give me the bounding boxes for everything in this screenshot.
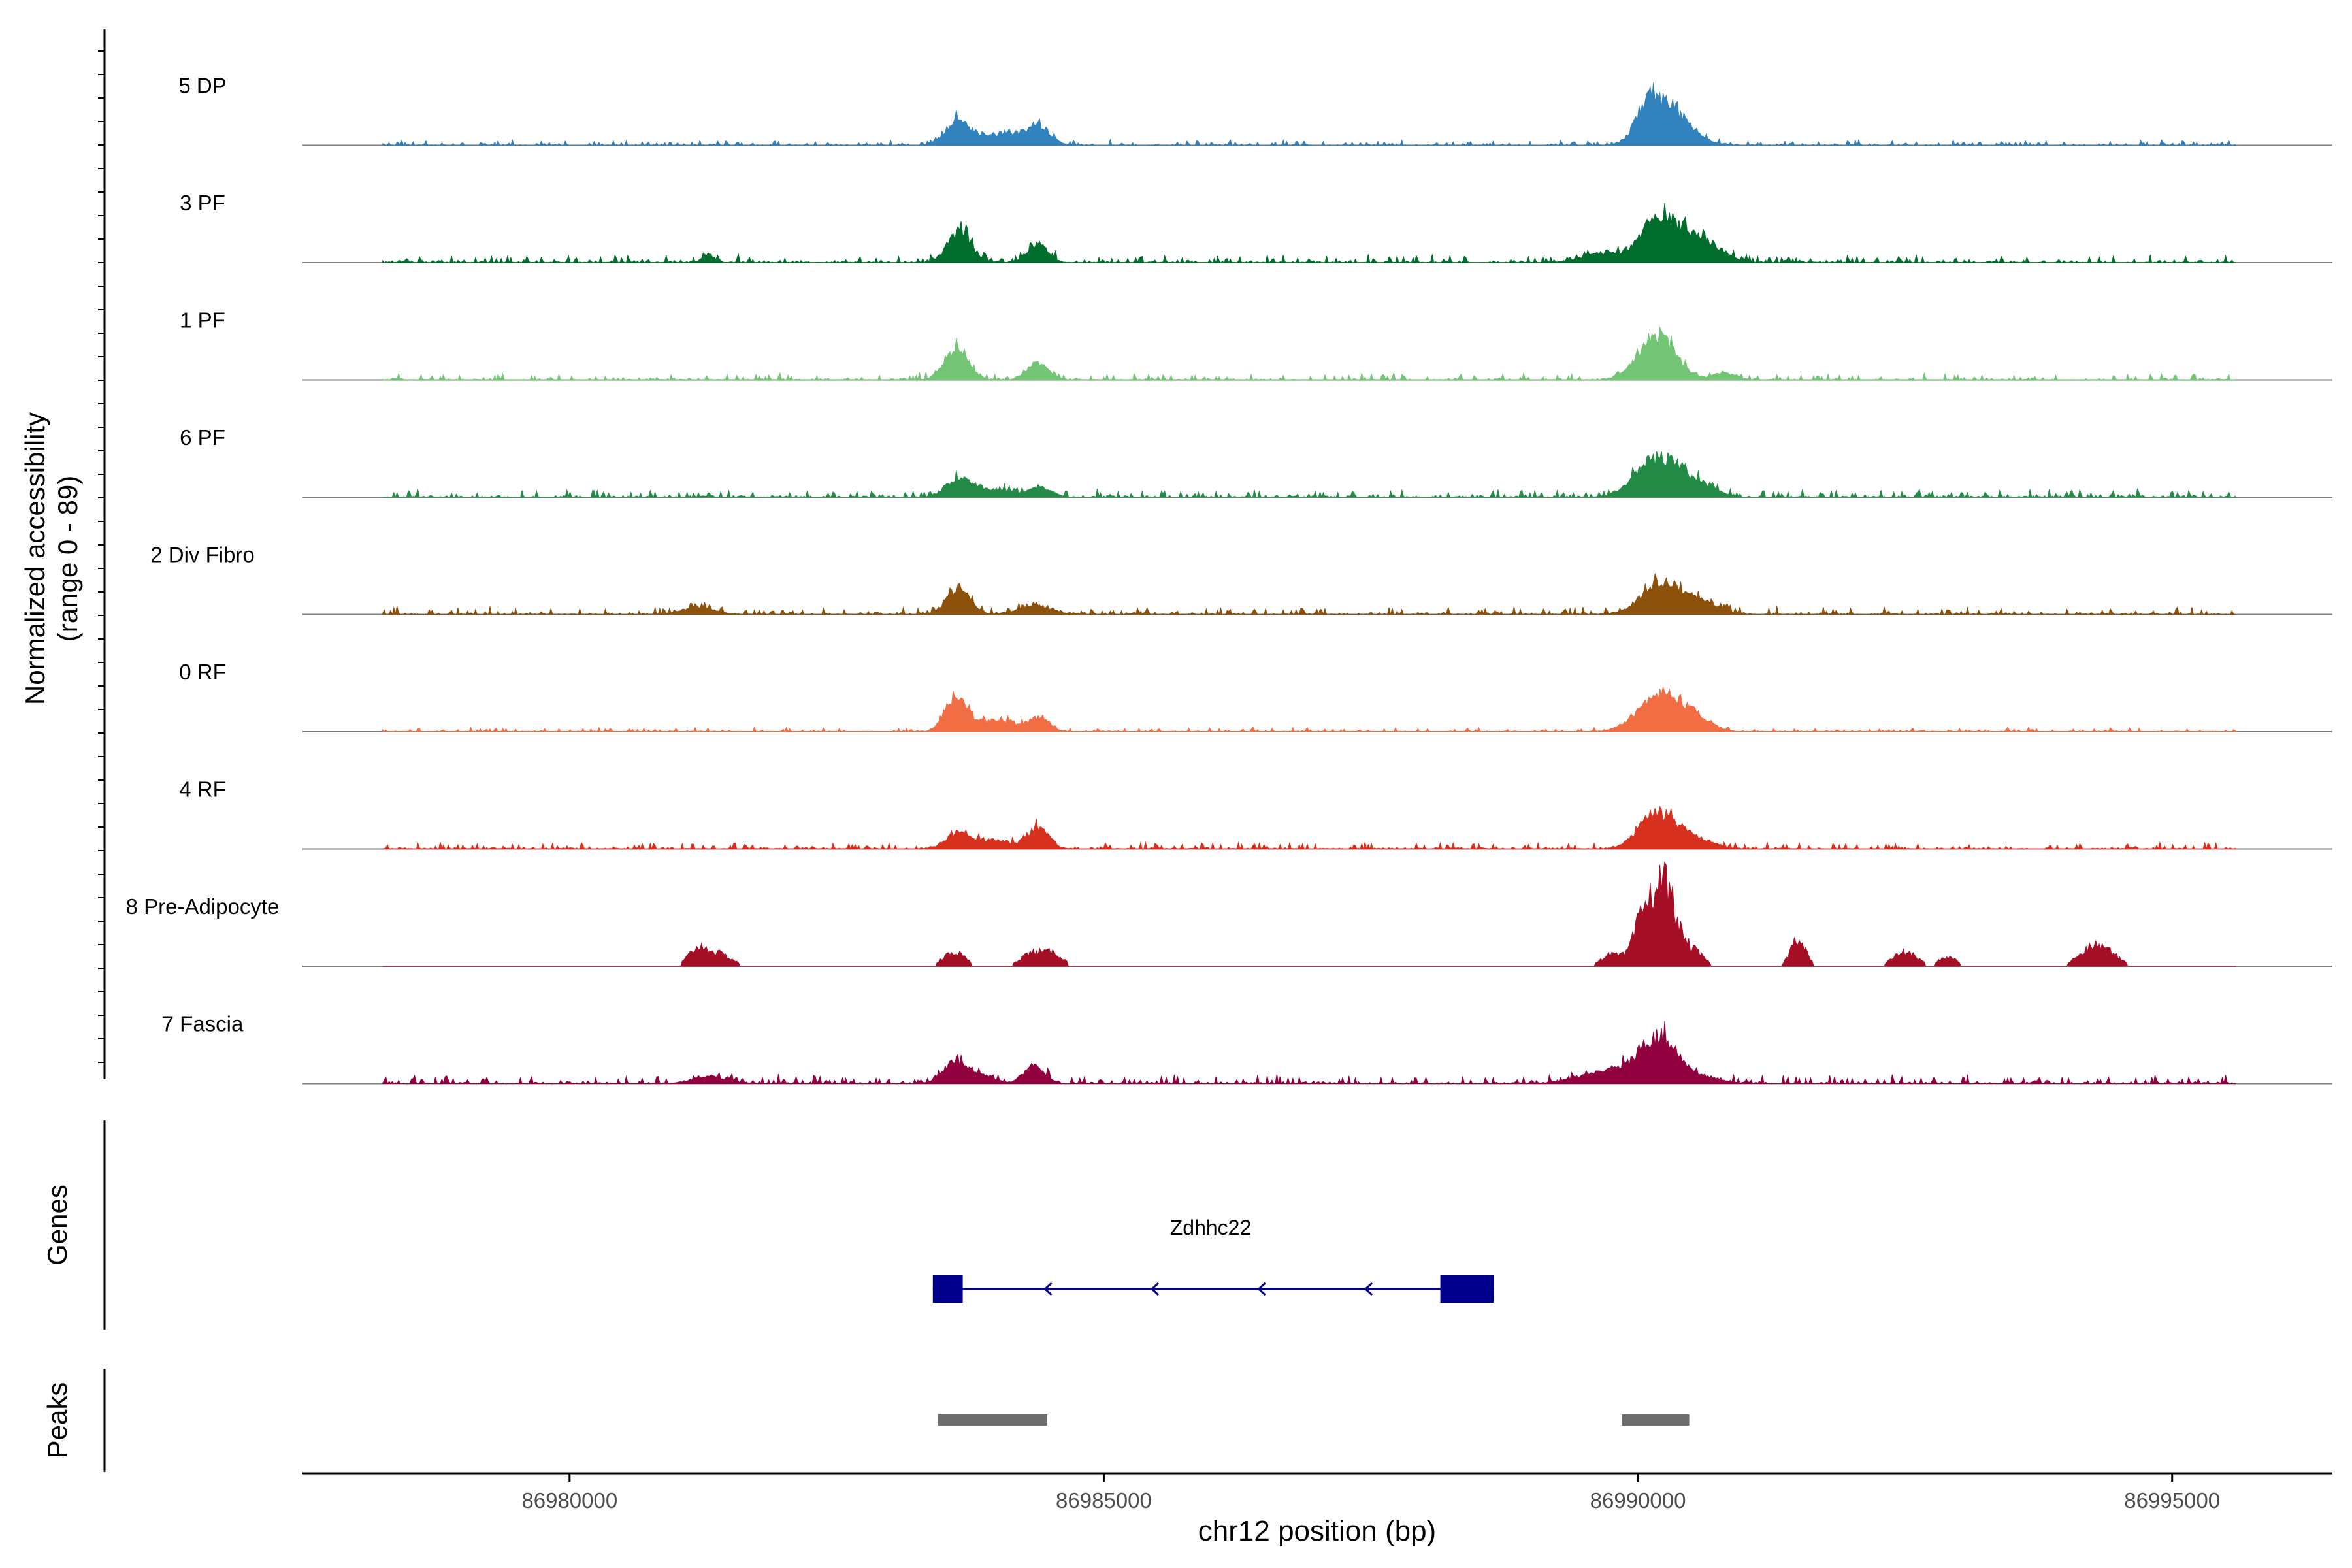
y-axis-label-line2: (range 0 - 89) [52, 476, 83, 642]
track-3-pf: 3 PF [180, 191, 2332, 264]
coverage-area [382, 806, 2238, 851]
coverage-area [382, 203, 2236, 264]
gene-model [932, 1275, 1494, 1303]
track-1-pf: 1 PF [180, 308, 2332, 382]
coverage-area [382, 326, 2236, 382]
coverage-tracks: 5 DP 3 PF 1 PF 6 PF 2 Div Fibro 0 RF 4 RF 8 Pre… [126, 74, 2332, 1085]
strand-arrow [1150, 1282, 1160, 1296]
track-label: 8 Pre-Adipocyte [126, 894, 280, 919]
coverage-area [382, 1021, 2236, 1085]
track-5-dp: 5 DP [178, 74, 2332, 147]
track-2-div-fibro: 2 Div Fibro [150, 543, 2332, 616]
y-axis-label-line1: Normalized accessibility [20, 412, 50, 705]
coverage-area [382, 860, 2236, 967]
strand-arrow [1257, 1282, 1266, 1296]
track-label: 2 Div Fibro [150, 543, 255, 567]
peaks-track-label: Peaks [42, 1382, 73, 1459]
x-axis-ticks: 86980000 86985000 86990000 86995000 [521, 1473, 2220, 1512]
coverage-area [382, 82, 2238, 147]
coverage-area [382, 572, 2236, 616]
track-0-rf: 0 RF [179, 660, 2332, 733]
x-axis-label: chr12 position (bp) [1198, 1515, 1436, 1547]
track-8-pre-adipocyte: 8 Pre-Adipocyte [126, 860, 2332, 967]
coverage-y-axis-ticks [98, 50, 105, 1063]
track-label: 7 Fascia [162, 1012, 244, 1036]
genes-track-label: Genes [42, 1184, 73, 1266]
peak-regions [938, 1414, 1690, 1426]
coverage-area [382, 685, 2237, 733]
x-tick-label: 86985000 [1056, 1488, 1152, 1512]
x-tick-label: 86995000 [2124, 1488, 2220, 1512]
gene-name-label: Zdhhc22 [1170, 1216, 1252, 1239]
track-label: 0 RF [179, 660, 226, 684]
gene-exon [932, 1275, 963, 1303]
coverage-area [382, 451, 2237, 498]
strand-arrow [1364, 1282, 1373, 1296]
peak-region [1622, 1414, 1690, 1426]
track-4-rf: 4 RF [179, 777, 2332, 851]
strand-arrow [1043, 1282, 1053, 1296]
gene-exon [1440, 1275, 1494, 1303]
track-label: 3 PF [180, 191, 225, 215]
track-label: 1 PF [180, 308, 225, 333]
track-label: 4 RF [179, 777, 226, 802]
x-tick-label: 86980000 [521, 1488, 617, 1512]
peak-region [938, 1414, 1047, 1426]
track-label: 5 DP [178, 74, 226, 98]
track-7-fascia: 7 Fascia [162, 1012, 2332, 1085]
track-label: 6 PF [180, 425, 225, 449]
track-6-pf: 6 PF [180, 425, 2332, 498]
x-tick-label: 86990000 [1590, 1488, 1686, 1512]
